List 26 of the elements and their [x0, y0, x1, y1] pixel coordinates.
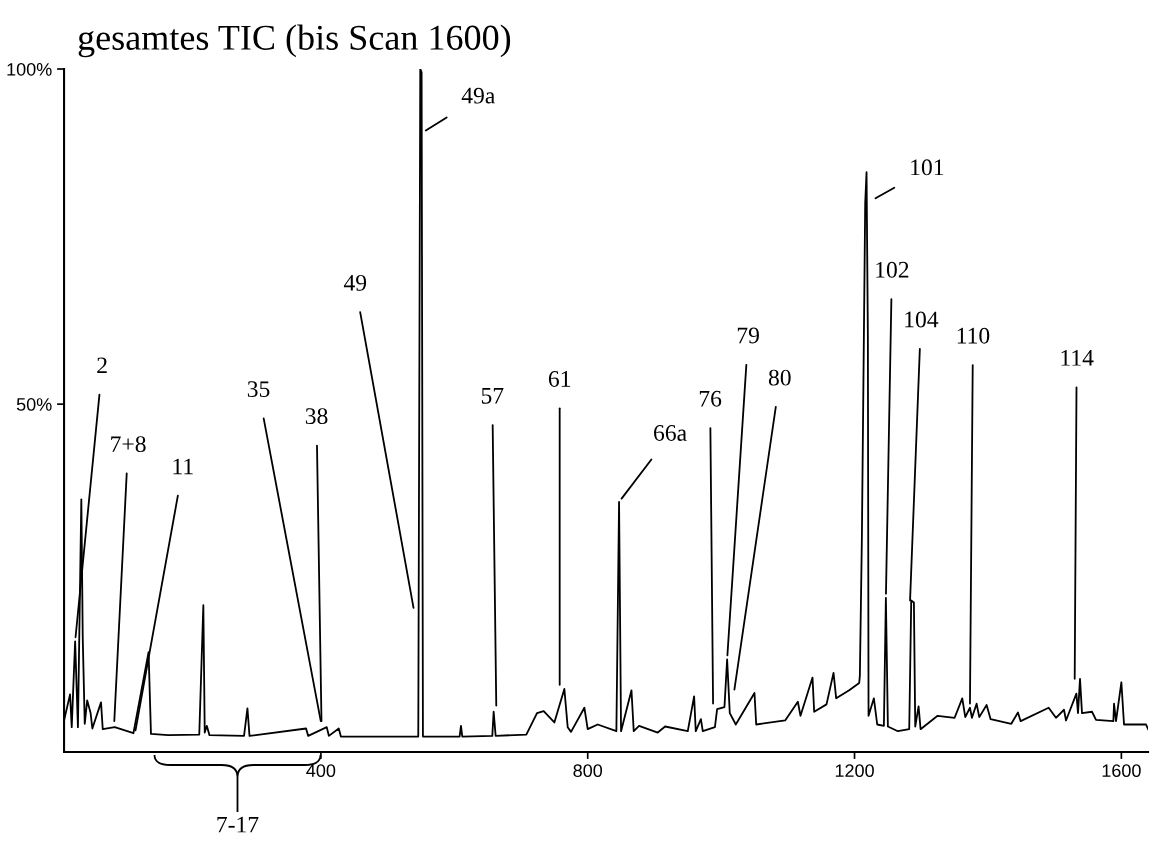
- text: 7-17: [217, 816, 259, 833]
- annotation: 66a: [654, 425, 687, 441]
- annotation: 2: [97, 357, 107, 374]
- x-tick-label: 1600: [1102, 764, 1141, 778]
- annotation: 7+8: [111, 436, 146, 453]
- x-tick-label: 400: [306, 764, 336, 778]
- x-tick-label: 800: [573, 764, 603, 778]
- annotation: 79: [737, 327, 759, 344]
- annotation: 38: [305, 408, 328, 425]
- chart-title: gesamtes TIC (bis Scan 1600): [78, 24, 511, 58]
- annotation: 80: [768, 369, 791, 386]
- annotation: 35: [247, 381, 270, 398]
- annotation: 114: [1061, 350, 1094, 366]
- annotation: 104: [905, 311, 939, 328]
- y-tick-label: 100%: [7, 62, 52, 76]
- x-tick-label: 1200: [835, 764, 874, 778]
- y-tick-label: 50%: [16, 398, 52, 411]
- annotation: 11: [173, 458, 193, 475]
- annotation: 49a: [461, 87, 495, 104]
- annotation: 49: [343, 274, 367, 291]
- annotation: 110: [957, 327, 990, 344]
- annotation: 57: [481, 387, 504, 404]
- annotation: 102: [876, 261, 909, 278]
- annotation: 76: [699, 390, 722, 407]
- annotation: 101: [911, 159, 944, 176]
- annotation: 61: [548, 371, 571, 387]
